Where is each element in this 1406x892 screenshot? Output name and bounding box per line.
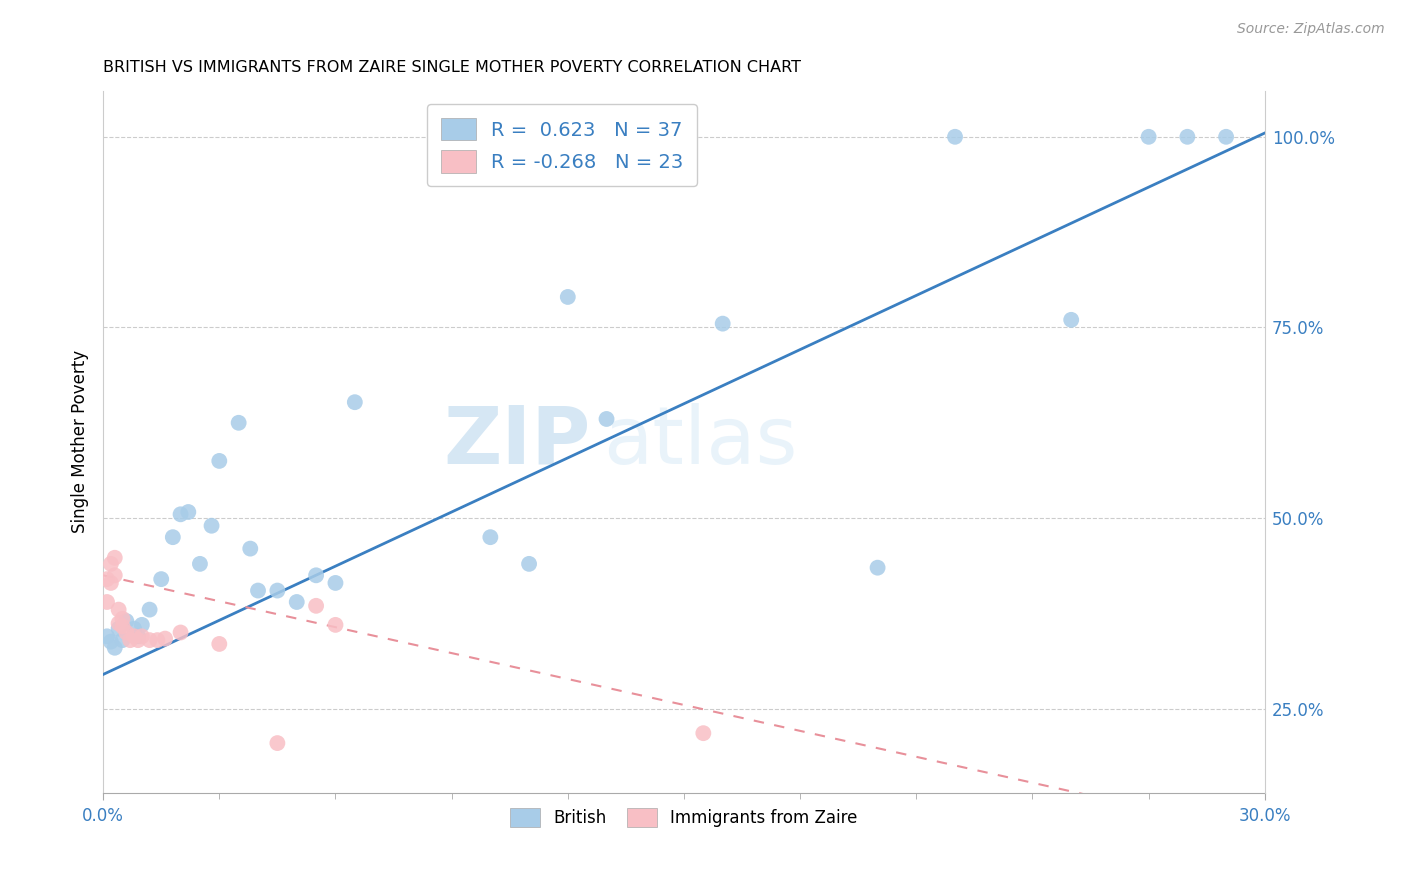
Point: [266, 583, 288, 598]
Point: [150, 572, 173, 586]
Point: [96, 572, 118, 586]
Point: [96, 629, 118, 643]
Point: [305, 599, 328, 613]
Point: [127, 629, 149, 643]
Point: [131, 618, 153, 632]
Point: [104, 568, 127, 582]
Point: [138, 602, 160, 616]
Point: [177, 505, 200, 519]
Point: [115, 614, 138, 628]
Point: [247, 583, 270, 598]
Point: [100, 634, 122, 648]
Point: [672, 129, 695, 144]
Point: [169, 625, 191, 640]
Point: [595, 412, 617, 426]
Point: [285, 595, 308, 609]
Point: [343, 395, 366, 409]
Text: BRITISH VS IMMIGRANTS FROM ZAIRE SINGLE MOTHER POVERTY CORRELATION CHART: BRITISH VS IMMIGRANTS FROM ZAIRE SINGLE …: [103, 60, 801, 75]
Point: [107, 602, 129, 616]
Point: [127, 633, 149, 648]
Point: [111, 633, 134, 648]
Point: [107, 616, 129, 631]
Point: [100, 557, 122, 571]
Point: [120, 633, 142, 648]
Point: [325, 618, 347, 632]
Point: [557, 290, 579, 304]
Point: [1060, 313, 1083, 327]
Point: [146, 633, 169, 648]
Point: [200, 518, 222, 533]
Point: [479, 530, 502, 544]
Point: [208, 454, 231, 468]
Point: [208, 637, 231, 651]
Point: [692, 726, 714, 740]
Point: [711, 317, 734, 331]
Point: [111, 619, 134, 633]
Point: [1177, 129, 1199, 144]
Legend: British, Immigrants from Zaire: British, Immigrants from Zaire: [503, 801, 865, 833]
Point: [325, 576, 347, 591]
Point: [96, 595, 118, 609]
Point: [122, 622, 145, 636]
Text: ZIP: ZIP: [444, 403, 591, 481]
Point: [239, 541, 262, 556]
Point: [169, 508, 191, 522]
Point: [100, 576, 122, 591]
Point: [188, 557, 211, 571]
Point: [1137, 129, 1160, 144]
Point: [138, 633, 160, 648]
Point: [1215, 129, 1237, 144]
Point: [131, 629, 153, 643]
Point: [104, 640, 127, 655]
Point: [305, 568, 328, 582]
Text: Source: ZipAtlas.com: Source: ZipAtlas.com: [1237, 22, 1385, 37]
Point: [153, 632, 176, 646]
Text: atlas: atlas: [603, 403, 797, 481]
Point: [517, 557, 540, 571]
Point: [111, 612, 134, 626]
Point: [228, 416, 250, 430]
Point: [104, 550, 127, 565]
Y-axis label: Single Mother Poverty: Single Mother Poverty: [72, 351, 89, 533]
Point: [122, 629, 145, 643]
Point: [115, 625, 138, 640]
Point: [107, 622, 129, 636]
Point: [866, 560, 889, 574]
Point: [943, 129, 966, 144]
Point: [266, 736, 288, 750]
Point: [162, 530, 184, 544]
